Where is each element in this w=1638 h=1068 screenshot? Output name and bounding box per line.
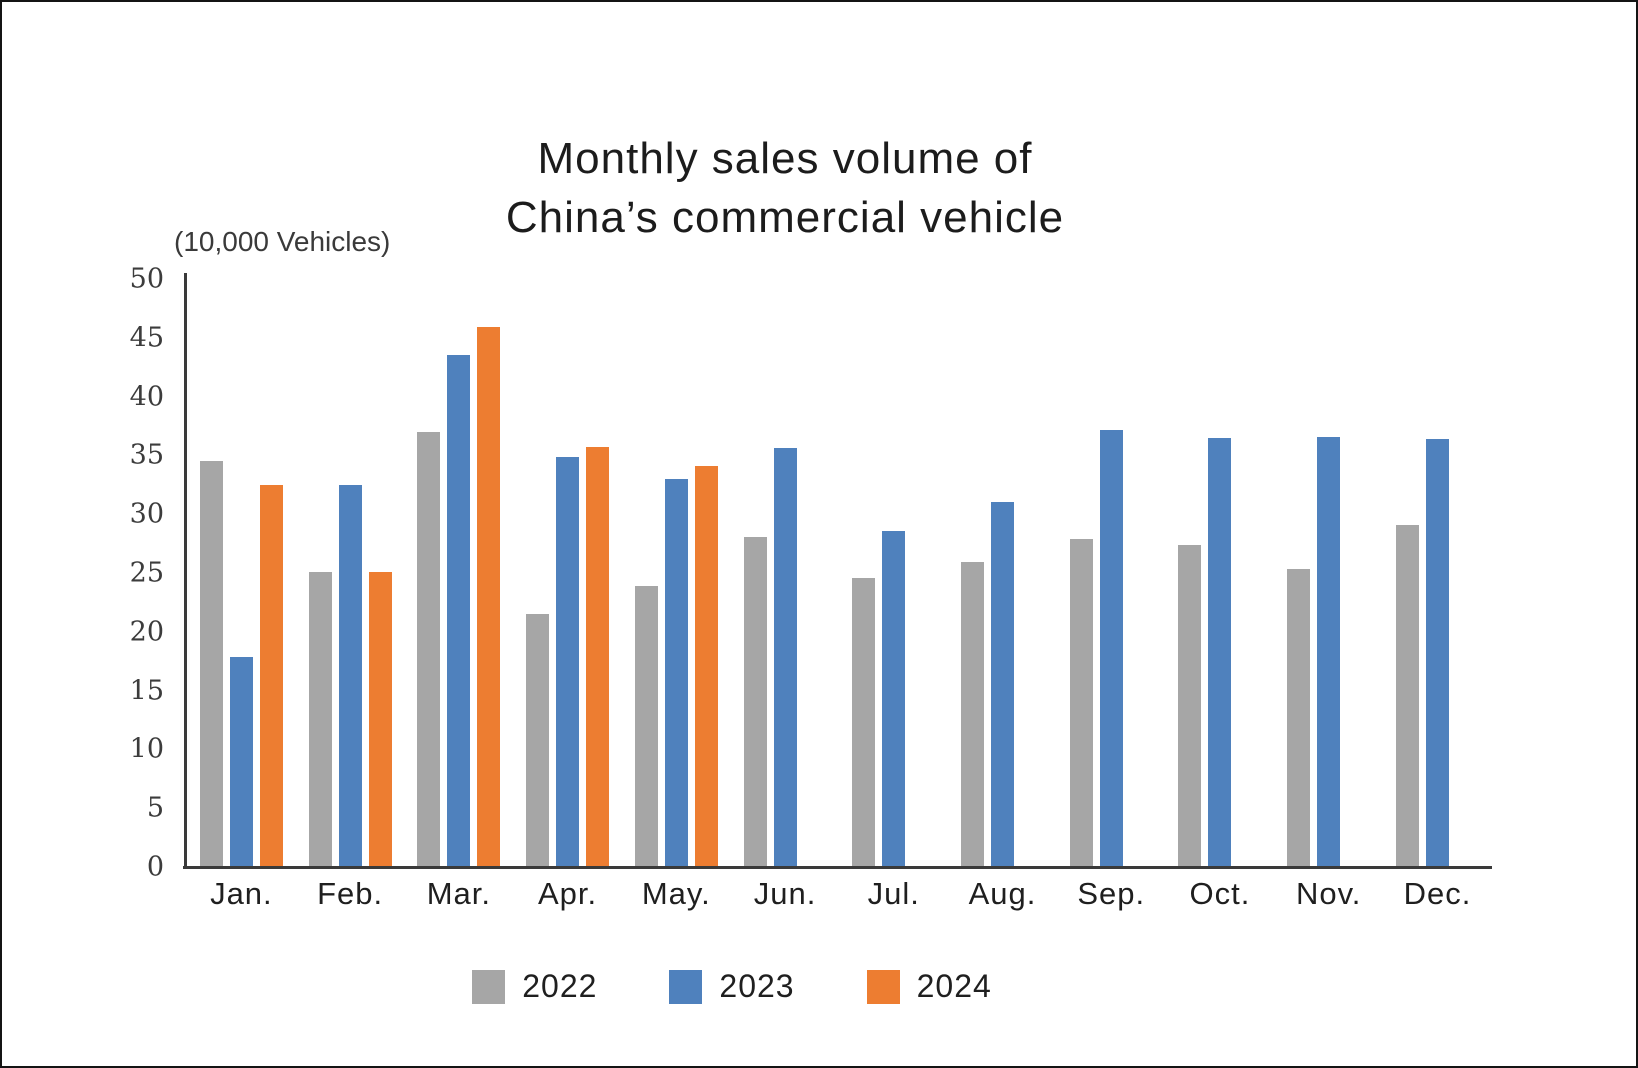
bar-2022-jul: [852, 577, 876, 867]
x-label-oct: Oct.: [1189, 876, 1251, 911]
legend-swatch-2024: [866, 969, 900, 1004]
bar-group-sep: [1057, 279, 1166, 867]
bar-group-dec: [1383, 279, 1492, 867]
y-tick-label-40: 40: [129, 381, 164, 413]
bar-group-feb: [296, 279, 405, 867]
bar-2022-apr: [526, 614, 550, 867]
y-tick-label-10: 10: [129, 733, 164, 765]
x-label-dec: Dec.: [1403, 876, 1472, 911]
y-axis-unit-label: (10,000 Vehicles): [174, 226, 391, 257]
y-tick-label-45: 45: [129, 322, 164, 354]
y-tick-label-30: 30: [129, 498, 164, 530]
bar-2022-aug: [961, 562, 984, 867]
legend-label-2022: 2022: [522, 968, 598, 1004]
bar-2023-may: [664, 478, 688, 867]
chart-legend: 2022 2023 2024: [2, 968, 1462, 1005]
x-label-jun: Jun.: [753, 876, 817, 911]
y-axis-line: [184, 273, 187, 867]
bar-2024-may: [694, 465, 718, 867]
bar-2023-mar: [447, 355, 471, 867]
legend-entry-2023: 2023: [669, 968, 794, 1005]
bar-2022-may: [634, 585, 658, 867]
y-axis-tick-labels: 0 5 10 15 20 25 30 35 40 45 50: [102, 264, 170, 883]
bars-container: [187, 279, 1492, 867]
bar-2023-jan: [229, 656, 253, 867]
chart-title-line2: China’s commercial vehicle: [505, 192, 1065, 242]
bar-2023-oct: [1208, 437, 1232, 867]
plot-area: [183, 273, 1492, 869]
legend-entry-2024: 2024: [866, 968, 992, 1005]
legend-label-2024: 2024: [916, 968, 992, 1004]
x-label-may: May.: [641, 876, 711, 911]
bar-2023-jul: [882, 530, 906, 867]
bar-2023-feb: [338, 484, 362, 867]
y-tick-label-15: 15: [129, 675, 164, 707]
bar-2022-dec: [1395, 524, 1419, 867]
bar-2023-nov: [1317, 436, 1341, 867]
bar-group-may: [622, 279, 731, 867]
bar-2024-apr: [586, 447, 610, 867]
bar-group-mar: [404, 279, 513, 867]
chart-title-line1: Monthly sales volume of: [537, 134, 1033, 183]
bar-2024-jan: [259, 484, 283, 867]
legend-swatch-2022: [472, 969, 506, 1004]
bar-2022-jan: [199, 461, 223, 867]
bar-group-aug: [948, 279, 1057, 867]
bar-2023-apr: [556, 456, 580, 867]
x-label-jan: Jan.: [210, 876, 273, 911]
bar-2022-mar: [417, 431, 441, 867]
chart-title: Monthly sales volume of China’s commerci…: [285, 130, 1285, 247]
x-axis-line: [183, 866, 1492, 869]
bar-group-jul: [839, 279, 948, 867]
x-label-mar: Mar.: [426, 876, 491, 911]
bar-2024-feb: [368, 571, 392, 867]
y-tick-label-20: 20: [129, 616, 164, 648]
bar-group-oct: [1166, 279, 1275, 867]
bar-2022-oct: [1178, 544, 1202, 867]
x-axis-category-labels: Jan. Feb. Mar. Apr. May. Jun. Jul. Aug. Sep. Oct.…: [187, 876, 1492, 912]
legend-label-2023: 2023: [719, 968, 795, 1004]
legend-entry-2022: 2022: [472, 968, 597, 1005]
legend-swatch-2023: [669, 969, 703, 1004]
bar-2023-aug: [991, 502, 1014, 867]
bar-2022-sep: [1069, 538, 1093, 867]
y-tick-label-50: 50: [129, 263, 164, 295]
y-tick-label-5: 5: [146, 792, 164, 824]
bar-2022-nov: [1287, 569, 1311, 867]
bar-2023-jun: [773, 448, 797, 867]
x-label-feb: Feb.: [317, 876, 384, 911]
y-tick-label-25: 25: [129, 557, 164, 589]
bar-group-jan: [187, 279, 296, 867]
y-tick-label-35: 35: [129, 439, 164, 471]
bar-2023-dec: [1425, 438, 1449, 867]
x-label-jul: Jul.: [867, 876, 920, 911]
x-label-nov: Nov.: [1295, 876, 1362, 911]
bar-group-nov: [1274, 279, 1383, 867]
x-label-sep: Sep.: [1077, 876, 1146, 911]
bar-group-apr: [513, 279, 622, 867]
x-label-apr: Apr.: [537, 876, 598, 911]
bar-2023-sep: [1099, 429, 1123, 867]
bar-2022-jun: [743, 536, 767, 867]
y-tick-label-0: 0: [146, 851, 164, 883]
x-label-aug: Aug.: [968, 876, 1037, 911]
bar-group-jun: [731, 279, 840, 867]
bar-2024-mar: [477, 327, 501, 867]
bar-2022-feb: [308, 571, 332, 867]
